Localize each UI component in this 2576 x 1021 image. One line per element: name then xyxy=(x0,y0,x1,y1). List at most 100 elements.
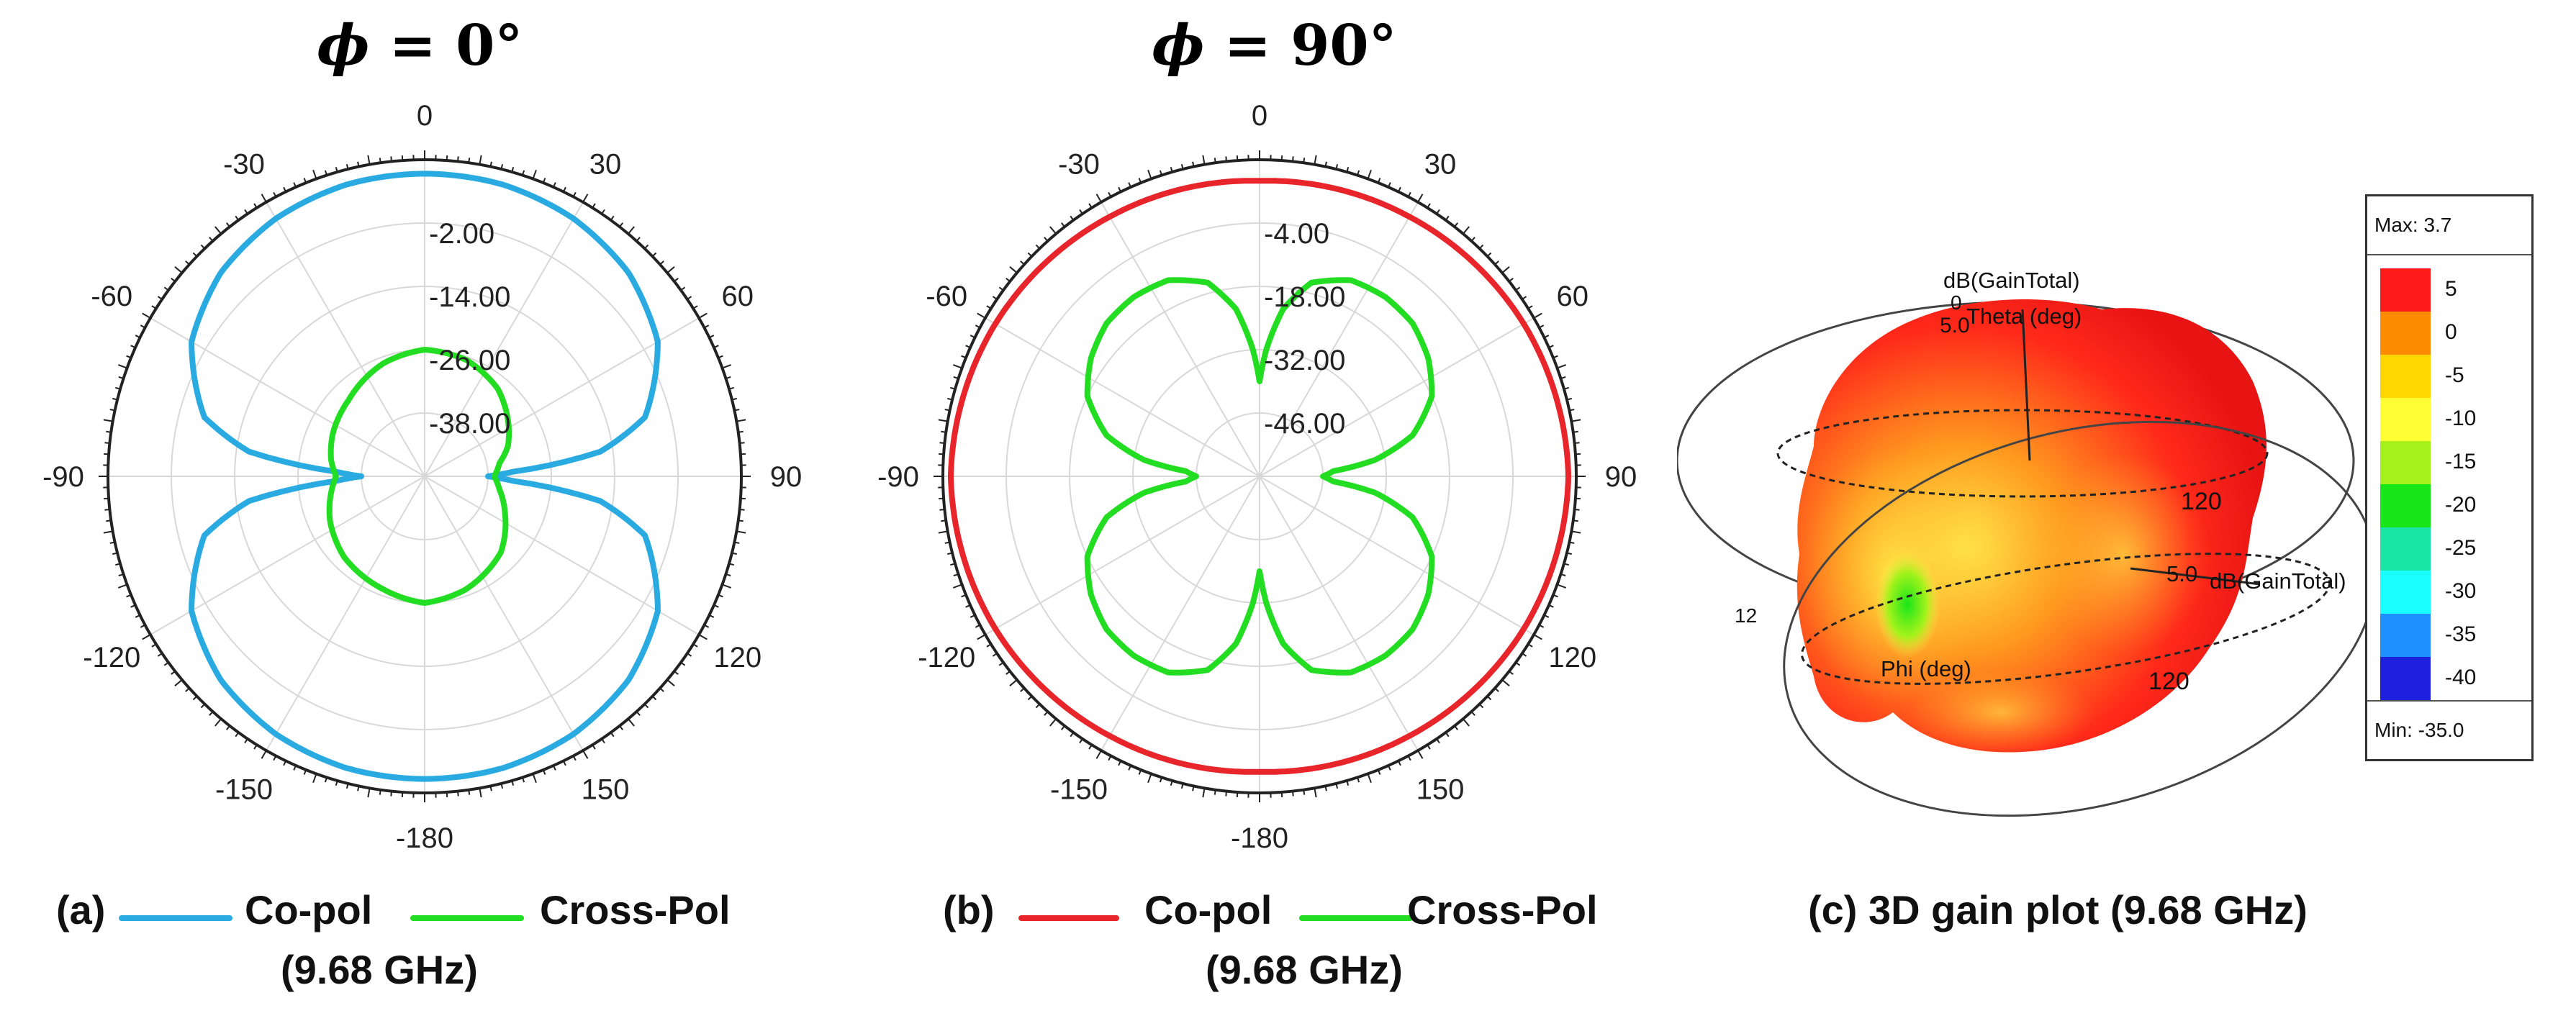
legend-a-crosspol-label: Cross-Pol xyxy=(540,887,731,932)
polar-a-angle-label: -90 xyxy=(42,461,84,493)
polar-a-tick xyxy=(312,773,317,784)
gain-3d-green-dip xyxy=(1875,550,1940,658)
legend-a-copol-label: Co-pol xyxy=(245,887,373,932)
polar-a-tick xyxy=(479,788,482,798)
polar-b-tick xyxy=(1202,788,1206,798)
polar-a-tick xyxy=(722,364,732,369)
colorbar-swatch xyxy=(2380,398,2431,441)
legend-b-crosspol-label: Cross-Pol xyxy=(1407,887,1598,932)
polar-b-tick xyxy=(1095,194,1102,203)
polar-a-series-copol xyxy=(189,171,661,782)
gain-3d-label-120-upper: 120 xyxy=(2181,488,2222,515)
polar-a-angle-label: 0 xyxy=(417,100,433,132)
polar-a-outer-circle xyxy=(107,158,743,794)
polar-b-angle-label: -90 xyxy=(877,461,919,493)
gain-3d-label-5-right: 5.0 xyxy=(2166,561,2197,586)
polar-b-tick xyxy=(1463,718,1470,727)
polar-a-grid-spoke xyxy=(150,476,425,635)
colorbar-swatch xyxy=(2380,484,2431,527)
polar-a-angle-label: -30 xyxy=(223,148,265,180)
polar-b-angle-label: 90 xyxy=(1605,461,1637,493)
polar-b-angle-label: -120 xyxy=(918,642,975,673)
polar-a-tick xyxy=(628,226,635,235)
legend-a-crosspol-swatch xyxy=(410,915,524,921)
polar-a-tick xyxy=(174,679,183,686)
polar-chart-phi-0: -2.00 -14.00 -26.00 -38.00 0 30 60 90 120 150 -180… xyxy=(42,100,803,854)
gain-3d-yellow-region-right xyxy=(2037,453,2210,655)
polar-b-tick xyxy=(977,312,986,319)
polar-a-tick xyxy=(666,679,675,686)
gain-3d-label-phi: Phi (deg) xyxy=(1881,656,1971,681)
polar-a-grid-spoke xyxy=(266,201,425,477)
chart-b-title: ϕ = 90° xyxy=(1152,13,1397,78)
polar-a-angle-label: -120 xyxy=(83,642,140,673)
polar-a-tick xyxy=(142,312,151,319)
polar-b-radial-label: -32.00 xyxy=(1264,345,1345,376)
polar-a-tick xyxy=(736,419,746,422)
polar-b-grid-spoke xyxy=(1259,201,1419,477)
polar-b-radial-label: -4.00 xyxy=(1264,218,1329,250)
colorbar-swatch xyxy=(2380,657,2431,700)
polar-b-angle-label: 150 xyxy=(1416,774,1465,806)
colorbar-level-label: -25 xyxy=(2445,536,2477,560)
polar-b-grid-spoke xyxy=(1259,476,1535,635)
polar-a-tick xyxy=(174,266,183,273)
polar-a-tick xyxy=(582,750,589,759)
polar-b-tick xyxy=(1147,169,1152,179)
polar-b-grid-spoke xyxy=(1101,201,1260,477)
chart-b-title-rest: = 90° xyxy=(1204,13,1397,78)
polar-a-tick xyxy=(103,530,113,534)
polar-b-radial-label: -18.00 xyxy=(1264,281,1345,313)
polar-b-tick xyxy=(1501,266,1510,273)
legend-b-crosspol-swatch xyxy=(1299,915,1413,921)
gain-3d-label-theta: Theta (deg) xyxy=(1966,304,2082,329)
colorbar-swatch xyxy=(2380,527,2431,571)
polar-b-angle-label: -150 xyxy=(1050,774,1108,806)
polar-a-angle-label: 150 xyxy=(582,774,630,806)
colorbar-min: Min: -35.0 xyxy=(2367,700,2531,759)
colorbar-level-label: -40 xyxy=(2445,666,2477,689)
polar-a-angle-label: -150 xyxy=(215,774,273,806)
polar-a-tick xyxy=(103,419,113,422)
gain-3d-theta-ring xyxy=(1776,409,2269,498)
caption-a-label: (a) xyxy=(56,887,106,932)
polar-b-angle-label: 0 xyxy=(1252,100,1267,132)
chart-a-title: ϕ = 0° xyxy=(317,13,523,78)
polar-a-tick xyxy=(214,718,222,727)
colorbar-level-label: 0 xyxy=(2445,320,2457,344)
polar-b-angle-label: -30 xyxy=(1058,148,1100,180)
polar-b-grid-spoke xyxy=(1259,317,1535,477)
polar-a-tick xyxy=(117,364,127,369)
colorbar-swatch xyxy=(2380,441,2431,484)
polar-b-angle-label: 120 xyxy=(1548,642,1596,673)
legend-b-copol-swatch xyxy=(1018,915,1119,921)
colorbar-swatch xyxy=(2380,312,2431,355)
polar-a-grid-spoke xyxy=(150,317,425,477)
polar-b-angle-label: -180 xyxy=(1231,822,1288,854)
gain-3d-label-gain-right: dB(GainTotal) xyxy=(2210,568,2346,594)
polar-a-tick xyxy=(367,155,371,165)
polar-b-series-copol xyxy=(948,178,1571,775)
polar-b-tick xyxy=(1571,530,1581,534)
legend-a-copol-swatch xyxy=(119,915,232,921)
polar-a-angle-label: 60 xyxy=(721,281,754,312)
gain-3d-label-120-lower: 120 xyxy=(2148,668,2189,695)
polar-b-grid-spoke xyxy=(985,317,1260,477)
polar-b-tick xyxy=(938,530,948,534)
polar-a-angle-label: 90 xyxy=(770,461,803,493)
colorbar-swatch xyxy=(2380,268,2431,312)
colorbar-swatch xyxy=(2380,571,2431,614)
gain-3d-theta-axis xyxy=(2021,309,2031,461)
polar-a-tick xyxy=(367,788,371,798)
polar-b-tick xyxy=(1202,155,1206,165)
polar-a-tick xyxy=(698,312,708,319)
polar-b-tick xyxy=(1533,634,1542,640)
polar-a-tick xyxy=(698,634,708,640)
polar-a-grid-spoke xyxy=(266,476,425,751)
gain-3d-label-0: 0 xyxy=(1951,291,1962,314)
polar-b-tick xyxy=(1557,364,1567,369)
colorbar-swatch xyxy=(2380,614,2431,657)
gain-3d-plot: dB(GainTotal) 5.0 Theta (deg) 0 120 5.0 … xyxy=(1677,268,2377,817)
colorbar-level-label: -35 xyxy=(2445,622,2477,646)
polar-a-tick xyxy=(666,266,675,273)
